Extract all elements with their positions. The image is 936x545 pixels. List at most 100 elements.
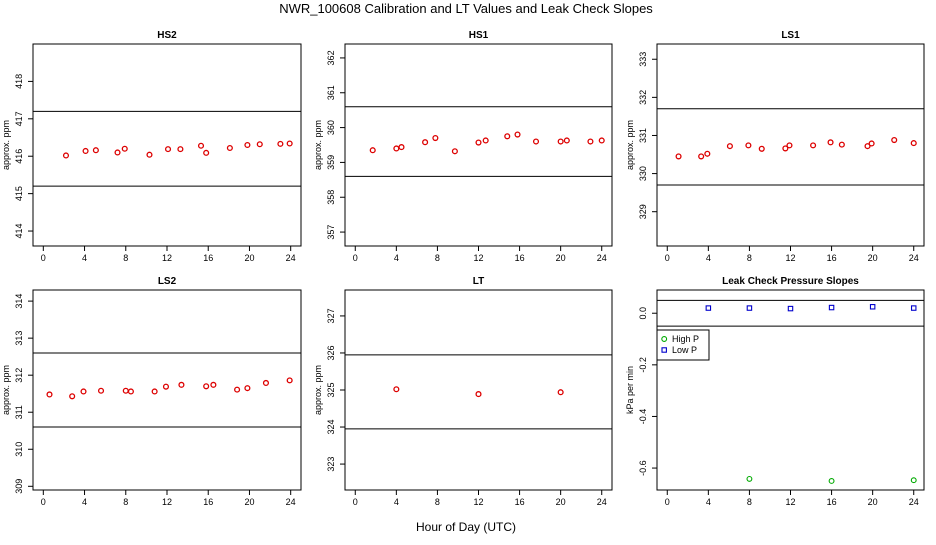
x-tick-label: 4 [394,497,399,507]
x-tick-label: 0 [665,253,670,263]
panel-5: LT 0 4 8 12 16 20 24 323 324 325 326 327 approx. ppm [313,276,613,507]
x-tick-label: 20 [244,253,254,263]
data-point [557,389,564,396]
y-tick-label: 418 [14,74,24,89]
data-point [422,139,429,146]
data-point [226,144,233,152]
data-point [203,149,210,156]
data-point [262,379,270,387]
y-tick-label: 416 [14,149,24,164]
data-point [121,145,128,152]
y-axis-label: approx. ppm [313,120,323,170]
data-point [178,381,185,388]
data-point [587,138,594,145]
panel-4: LS2 0 4 8 12 16 20 24 309 310 311 312 313 314 approx. … [1,276,302,507]
x-tick-label: 24 [909,497,919,507]
x-tick-label: 20 [868,253,878,263]
data-point [532,138,540,145]
y-tick-label: 417 [14,111,24,126]
data-point [782,145,789,152]
data-point [69,393,76,400]
x-tick-label: 20 [244,497,254,507]
x-tick-label: 24 [597,497,607,507]
data-point [745,142,752,149]
panel-title: HS1 [469,30,489,41]
data-point [286,140,293,147]
data-point-low-p [869,304,876,310]
figure-x-axis-label: Hour of Day (UTC) [416,520,516,534]
data-point [177,146,184,153]
data-point [514,131,521,138]
data-point [114,149,121,156]
data-point [62,152,70,159]
data-point [598,137,605,144]
data-point [432,134,439,142]
y-tick-label: 311 [14,405,24,419]
panel-6: Leak Check Pressure Slopes 0 4 8 12 16 20 24 0.0… [625,276,925,507]
data-point [234,386,241,393]
data-point [891,136,898,144]
x-tick-label: 16 [515,497,525,507]
y-tick-label: -0.6 [638,460,648,476]
x-tick-label: 12 [785,253,795,263]
data-point [244,141,251,149]
data-point [46,391,53,398]
y-tick-label: 0.0 [638,307,648,320]
data-point [563,137,570,144]
x-tick-label: 0 [353,497,358,507]
data-point [393,145,400,152]
data-point [675,153,682,160]
x-tick-label: 4 [82,253,87,263]
x-tick-label: 8 [435,497,440,507]
x-tick-label: 12 [473,497,483,507]
data-point-low-p [705,305,712,311]
figure-title: NWR_100608 Calibration and LT Values and… [279,1,653,16]
legend-label: High P [672,334,699,344]
data-point-low-p [910,305,917,311]
x-tick-label: 4 [82,497,87,507]
data-point-high-p [828,478,835,484]
data-point-high-p [910,477,917,484]
data-point [726,143,733,150]
data-point [256,141,263,148]
y-tick-label: 359 [326,155,336,170]
x-tick-label: 8 [123,253,128,263]
x-tick-label: 20 [556,497,566,507]
y-tick-label: 313 [14,331,24,346]
x-tick-label: 12 [473,253,483,263]
legend-marker-low-p [661,347,667,353]
data-point [97,387,105,394]
y-tick-label: -0.2 [638,357,648,373]
x-tick-label: 4 [394,253,399,263]
y-tick-label: 332 [638,90,648,105]
y-tick-label: 323 [326,457,336,472]
data-point [482,137,489,144]
y-tick-label: 314 [14,294,24,309]
data-point [910,140,917,147]
y-tick-label: 325 [326,382,336,397]
y-tick-label: 333 [638,52,648,67]
data-point-low-p [746,305,753,311]
x-tick-label: 0 [41,497,46,507]
data-point [164,146,172,153]
data-point [557,138,564,145]
x-tick-label: 8 [435,253,440,263]
panel-frame [32,289,302,491]
data-point-low-p [787,305,794,312]
data-point [162,383,170,390]
y-axis-label: approx. ppm [313,365,323,415]
data-point [504,133,511,140]
panel-frame [656,289,925,491]
data-point [210,381,217,388]
data-point [146,151,153,158]
panel-1: HS2 0 4 8 12 16 20 24 414 415 416 417 418 approx. ppm [1,30,302,263]
x-tick-label: 24 [909,253,919,263]
data-point [698,153,705,160]
x-tick-label: 0 [41,253,46,263]
data-point [864,143,871,150]
data-point [92,147,99,154]
x-tick-label: 24 [286,497,296,507]
y-tick-label: 329 [638,204,648,219]
